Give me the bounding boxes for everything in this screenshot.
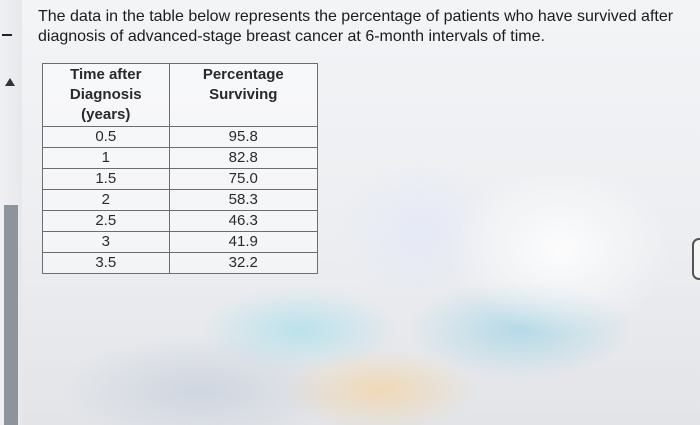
time-cell: 2.5	[42, 210, 170, 232]
table-row: 3.5 32.2	[42, 252, 319, 274]
time-cell: 1.5	[42, 168, 170, 190]
dash-icon[interactable]	[2, 34, 12, 36]
percent-cell: 58.3	[168, 189, 319, 211]
percent-cell: 75.0	[168, 168, 319, 190]
header-line: (years)	[81, 106, 131, 123]
header-line: Surviving	[209, 86, 278, 103]
header-line: Percentage	[202, 66, 284, 83]
time-cell: 3.5	[42, 252, 170, 274]
table-row: 2.5 46.3	[42, 210, 319, 232]
drag-handle-icon[interactable]	[692, 238, 700, 280]
scrollbar[interactable]	[4, 205, 18, 425]
question-text: The data in the table below represents t…	[38, 8, 674, 45]
time-cell: 2	[42, 189, 170, 211]
header-line: Diagnosis	[69, 86, 142, 103]
time-cell: 0.5	[42, 126, 170, 148]
table-header-row: Time after Diagnosis (years) Percentage …	[42, 63, 319, 127]
header-line: Time after	[70, 66, 142, 83]
table-row: 2 58.3	[42, 189, 319, 211]
percent-cell: 82.8	[168, 147, 319, 169]
percent-cell: 41.9	[168, 231, 319, 253]
time-cell: 1	[42, 147, 170, 169]
header-time-after-diagnosis: Time after Diagnosis (years)	[42, 63, 170, 127]
header-percentage-surviving: Percentage Surviving	[168, 63, 319, 127]
survival-data-table: Time after Diagnosis (years) Percentage …	[42, 63, 319, 274]
table-row: 1.5 75.0	[42, 168, 319, 190]
percent-cell: 46.3	[168, 210, 319, 232]
table-row: 0.5 95.8	[42, 126, 319, 148]
percent-cell: 95.8	[168, 126, 319, 148]
left-sidebar-rail	[0, 0, 22, 425]
time-cell: 3	[42, 231, 170, 253]
arrow-up-icon[interactable]	[5, 78, 15, 86]
table-row: 1 82.8	[42, 147, 319, 169]
percent-cell: 32.2	[168, 252, 319, 274]
table-row: 3 41.9	[42, 231, 319, 253]
